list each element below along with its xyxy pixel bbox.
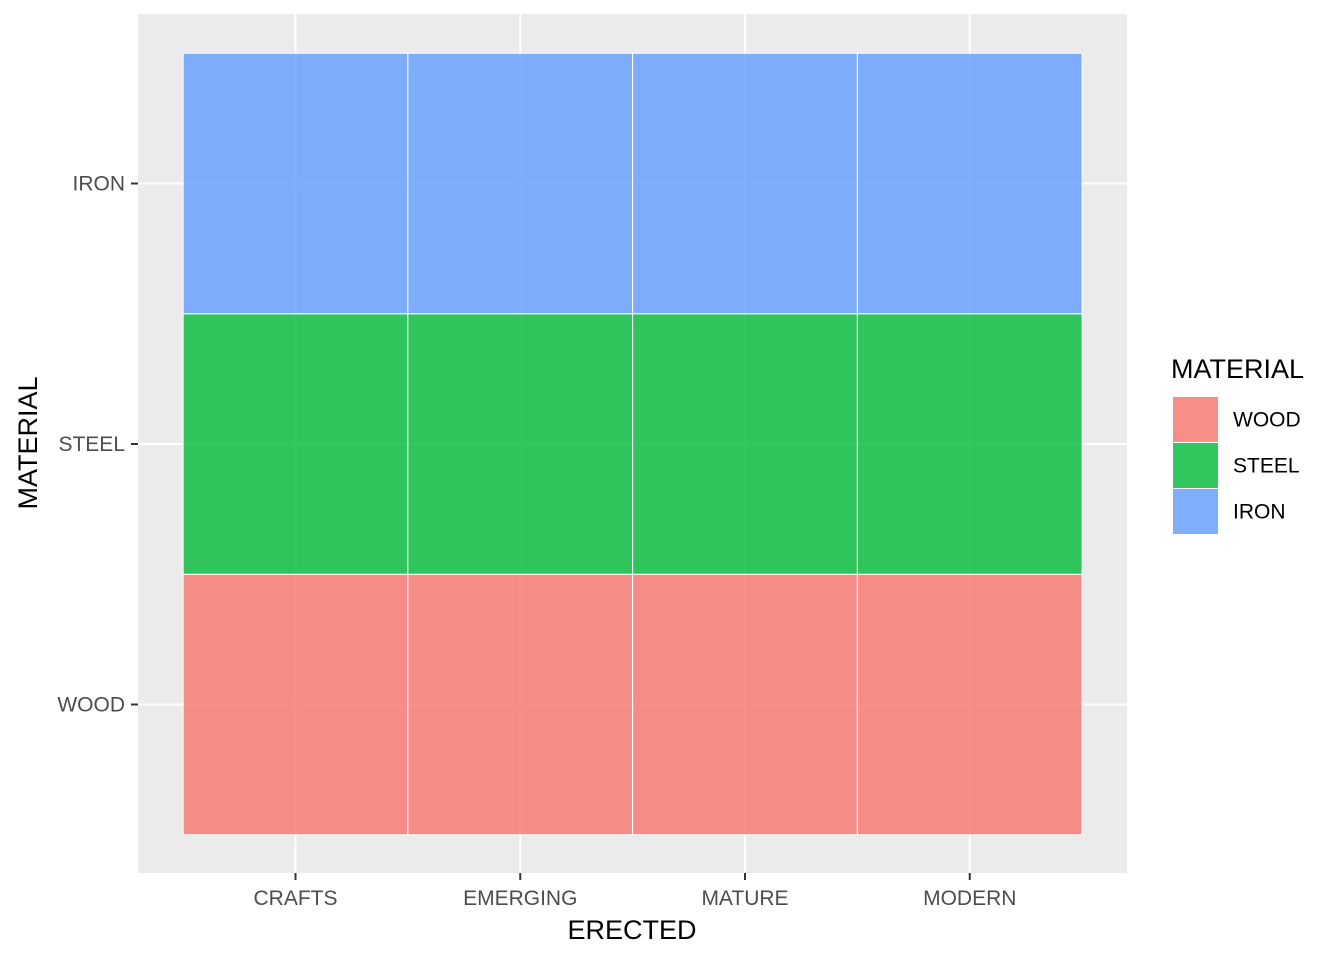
legend-title: MATERIAL: [1171, 354, 1304, 384]
heatmap-cell-mature-wood: [632, 573, 858, 836]
heatmap-cell-crafts-wood: [182, 573, 409, 836]
x-tick-label: MODERN: [923, 887, 1016, 910]
y-tick-label: WOOD: [57, 694, 125, 717]
legend-label-steel: STEEL: [1233, 455, 1300, 478]
heatmap-cell-crafts-steel: [182, 313, 409, 575]
legend-key-steel: [1173, 443, 1218, 488]
legend-label-wood: WOOD: [1233, 409, 1301, 432]
y-axis: WOOD STEEL IRON: [57, 173, 138, 717]
heatmap-cell-modern-wood: [856, 573, 1083, 836]
y-axis-title: MATERIAL: [13, 376, 43, 509]
legend-key-wood: [1173, 397, 1218, 442]
heatmap-cell-mature-steel: [632, 313, 858, 575]
heatmap-cell-emerging-steel: [407, 313, 634, 575]
heatmap-cell-modern-steel: [856, 313, 1083, 575]
heatmap-cell-emerging-iron: [407, 52, 634, 315]
legend-key-iron: [1173, 489, 1218, 534]
heatmap-cells: [182, 52, 1083, 836]
legend-label-iron: IRON: [1233, 501, 1286, 524]
y-tick-label: IRON: [73, 173, 126, 196]
x-tick-label: MATURE: [701, 887, 788, 910]
x-axis-title: ERECTED: [567, 915, 696, 945]
heatmap-cell-mature-iron: [632, 52, 858, 315]
heatmap-cell-modern-iron: [856, 52, 1083, 315]
heatmap-cell-crafts-iron: [182, 52, 409, 315]
y-tick-label: STEEL: [58, 433, 125, 456]
x-tick-label: CRAFTS: [254, 887, 338, 910]
x-tick-label: EMERGING: [463, 887, 577, 910]
x-axis: CRAFTS EMERGING MATURE MODERN: [254, 873, 1016, 910]
legend: MATERIAL WOOD STEEL IRON: [1171, 354, 1304, 534]
heatmap-cell-emerging-wood: [407, 573, 634, 836]
